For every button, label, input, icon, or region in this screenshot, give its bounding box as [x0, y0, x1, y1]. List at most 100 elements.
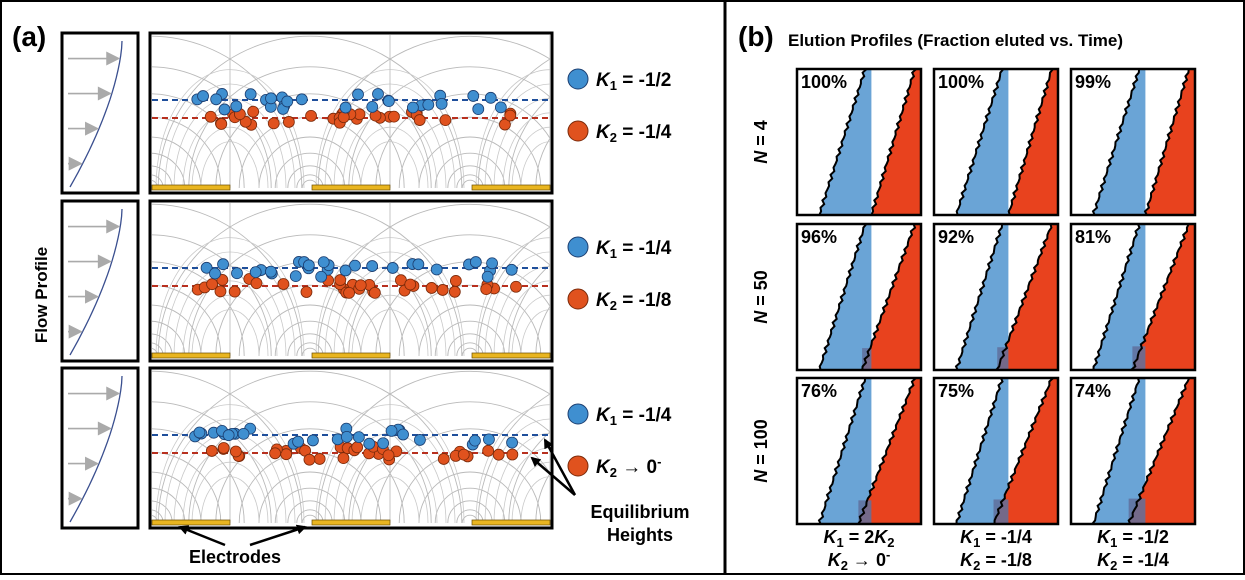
- field-line: [511, 126, 550, 189]
- field-line: [152, 152, 186, 189]
- field-line: [622, 348, 638, 356]
- elution-frame: [1069, 67, 1197, 217]
- particle-k2: [204, 110, 217, 123]
- particle-k1: [422, 98, 435, 111]
- particle-k1: [302, 259, 315, 272]
- electrode: [471, 519, 551, 526]
- field-line: [274, 152, 346, 189]
- particle-k1: [481, 270, 494, 283]
- legend-k1-label: K1 = -1/2: [596, 70, 671, 93]
- particle-k2: [510, 280, 522, 293]
- legend-k2-marker: [567, 288, 589, 310]
- particle-k1: [484, 91, 497, 104]
- field-line: [287, 500, 333, 524]
- field-line: [418, 471, 522, 524]
- particle-k1: [264, 265, 277, 278]
- particle-k1: [249, 266, 262, 279]
- field-line: [152, 471, 202, 524]
- electrode: [151, 184, 231, 191]
- field-line: [152, 451, 222, 524]
- elution-area: [940, 224, 1058, 370]
- particle-k1: [209, 267, 221, 280]
- panel-a-row: K1 = -1/2 K2 = -1/4: [60, 31, 672, 195]
- field-line: [215, 93, 405, 189]
- particle-k2: [482, 444, 495, 457]
- fraction-percent: 100%: [801, 72, 847, 92]
- elution-curve-k2: [993, 378, 1054, 524]
- elution-curve-k2: [1127, 378, 1191, 524]
- elution-area: [1077, 69, 1195, 215]
- row-label: N = 50: [751, 270, 771, 324]
- elution-curve-k2: [1130, 224, 1190, 370]
- particle-k2: [449, 275, 462, 287]
- particle-k1: [412, 258, 425, 271]
- field-line: [511, 461, 550, 524]
- field-line: [258, 304, 362, 357]
- blue-area: [803, 69, 872, 215]
- field-line: [188, 234, 432, 357]
- red-area: [1008, 69, 1058, 215]
- flow-arrow-head: [85, 121, 100, 136]
- particle-k1: [222, 429, 235, 442]
- flow-profile-box: [60, 199, 140, 363]
- field-line: [188, 401, 432, 524]
- legend-k1-label: K1 = -1/4: [596, 405, 672, 428]
- field-line: [152, 261, 245, 357]
- elution-curve-k1: [1091, 378, 1141, 524]
- field-line: [520, 141, 550, 189]
- field-line: [287, 165, 333, 189]
- particle-k2: [206, 278, 218, 291]
- particle-k2: [277, 278, 290, 290]
- field-line: [287, 333, 333, 357]
- flow-arrow-head: [85, 289, 100, 304]
- field-line: [152, 342, 164, 357]
- field-line: [493, 433, 550, 524]
- red-area: [1128, 378, 1195, 524]
- equilibrium-label-line2: Heights: [607, 525, 673, 545]
- equilibrium-arrow: [530, 456, 576, 496]
- elution-frame: [1069, 376, 1197, 526]
- particle-k2: [214, 285, 227, 298]
- particle-k2: [437, 453, 450, 465]
- electrode-arrows: [178, 438, 577, 547]
- flow-arrow-head: [106, 51, 121, 66]
- flow-arrow-head: [106, 386, 121, 401]
- field-line: [152, 401, 272, 524]
- panel-a: K1 = -1/2K2 = -1/4K1 = -1/4K2 = -1/8K1 =…: [60, 31, 672, 547]
- fraction-percent: 100%: [938, 72, 984, 92]
- column-label-line2: K2 → 0-: [828, 547, 891, 573]
- particle-k1: [200, 261, 213, 274]
- field-line: [447, 333, 493, 357]
- particle-k2: [205, 445, 218, 457]
- particle-k2: [269, 447, 281, 460]
- field-line: [508, 431, 550, 524]
- field-line: [152, 304, 202, 357]
- field-line: [152, 93, 245, 189]
- elution-area: [1077, 224, 1195, 370]
- flow-arrow-head: [85, 456, 100, 471]
- flow-profile-label: Flow Profile: [32, 247, 51, 343]
- panel-b-label: (b): [738, 21, 774, 52]
- equilibrium-label-line1: Equilibrium: [591, 502, 690, 522]
- particle-k1: [366, 100, 379, 113]
- red-area: [871, 69, 921, 215]
- elution-curve-k2: [1007, 69, 1054, 215]
- field-line: [484, 251, 550, 357]
- panel-a-row: K1 = -1/4 K2 → 0-: [60, 366, 672, 530]
- field-line: [434, 487, 506, 524]
- particle-k2: [439, 114, 452, 127]
- field-line: [447, 165, 493, 189]
- elution-curve-k1: [955, 69, 1005, 215]
- particle-k2: [250, 277, 263, 290]
- particle-k2: [229, 445, 242, 458]
- field-line: [456, 342, 484, 357]
- blue-area: [940, 378, 1009, 524]
- column-label-line1: K1 = -1/4: [960, 527, 1032, 550]
- particle-k1: [385, 424, 398, 437]
- elution-curve-k2: [1143, 69, 1190, 215]
- field-line: [215, 428, 405, 524]
- field-line: [152, 333, 173, 357]
- row-label: N = 4: [751, 120, 771, 164]
- field-line: [348, 66, 550, 189]
